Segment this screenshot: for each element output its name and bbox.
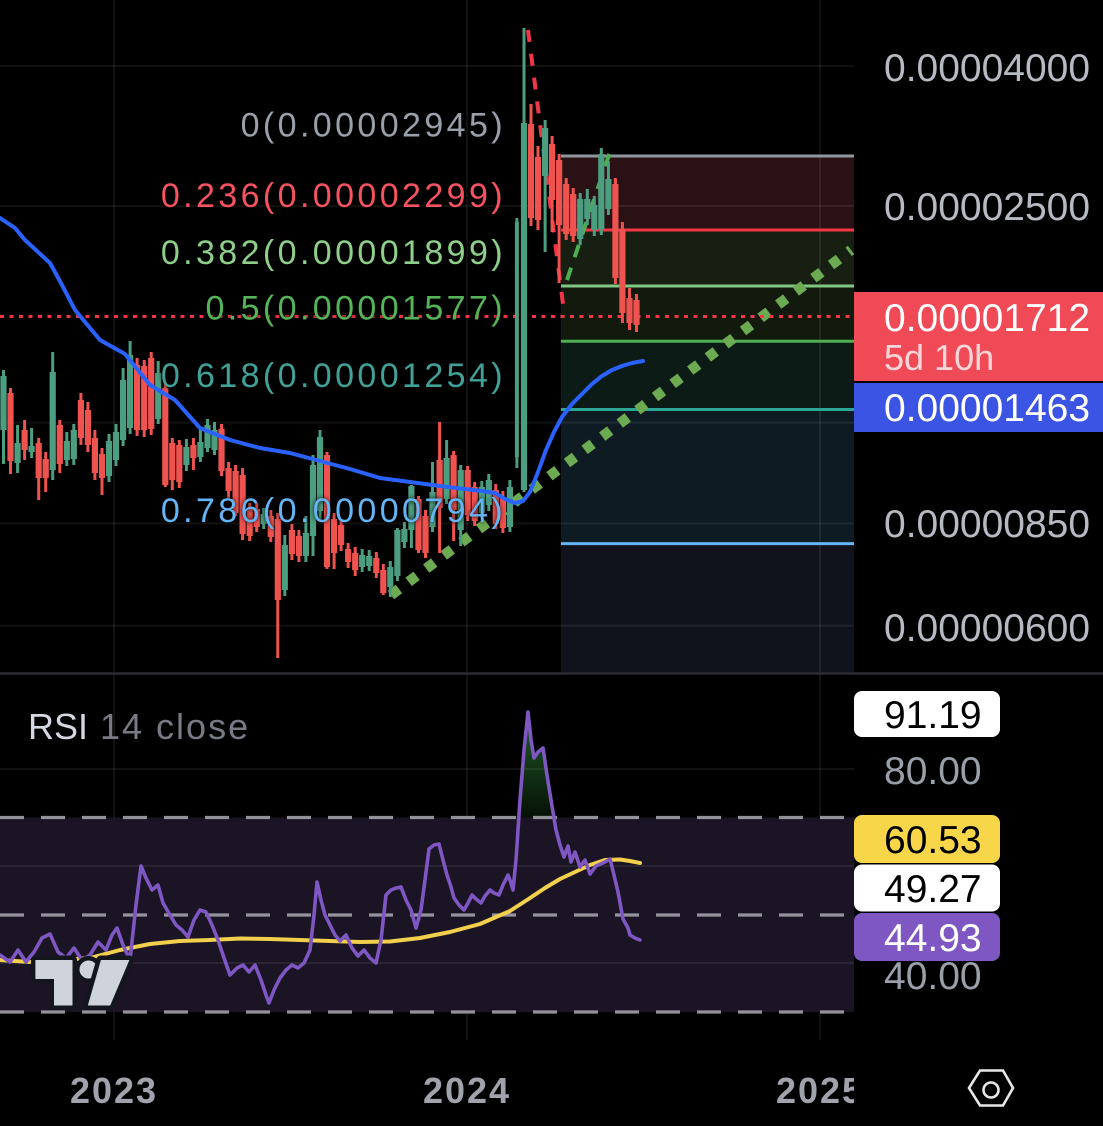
svg-text:80.00: 80.00 xyxy=(884,750,982,793)
svg-text:60.53: 60.53 xyxy=(884,819,982,862)
svg-text:0(0.00002945): 0(0.00002945) xyxy=(241,107,506,145)
svg-text:0.618(0.00001254): 0.618(0.00001254) xyxy=(161,357,506,395)
svg-text:0.00000850: 0.00000850 xyxy=(884,503,1090,546)
svg-text:2024: 2024 xyxy=(423,1070,511,1111)
svg-text:0.00004000: 0.00004000 xyxy=(884,47,1090,90)
svg-text:0.786(0.00000794): 0.786(0.00000794) xyxy=(161,492,506,530)
svg-text:0.00001463: 0.00001463 xyxy=(884,387,1090,430)
svg-text:2023: 2023 xyxy=(70,1070,158,1111)
svg-text:RSI: RSI xyxy=(28,706,88,747)
svg-text:0.236(0.00002299): 0.236(0.00002299) xyxy=(161,177,506,215)
svg-text:0.382(0.00001899): 0.382(0.00001899) xyxy=(161,234,506,272)
svg-text:0.00002500: 0.00002500 xyxy=(884,186,1090,229)
svg-text:49.27: 49.27 xyxy=(884,868,982,911)
svg-text:0.5(0.00001577): 0.5(0.00001577) xyxy=(205,290,506,328)
svg-text:44.93: 44.93 xyxy=(884,917,982,960)
svg-text:40.00: 40.00 xyxy=(884,955,982,998)
svg-text:0.00000600: 0.00000600 xyxy=(884,607,1090,650)
svg-text:2025: 2025 xyxy=(776,1070,864,1111)
svg-text:14 close: 14 close xyxy=(100,706,250,747)
svg-text:0.00001712: 0.00001712 xyxy=(884,297,1090,340)
svg-text:91.19: 91.19 xyxy=(884,694,982,737)
svg-text:5d 10h: 5d 10h xyxy=(884,337,994,378)
